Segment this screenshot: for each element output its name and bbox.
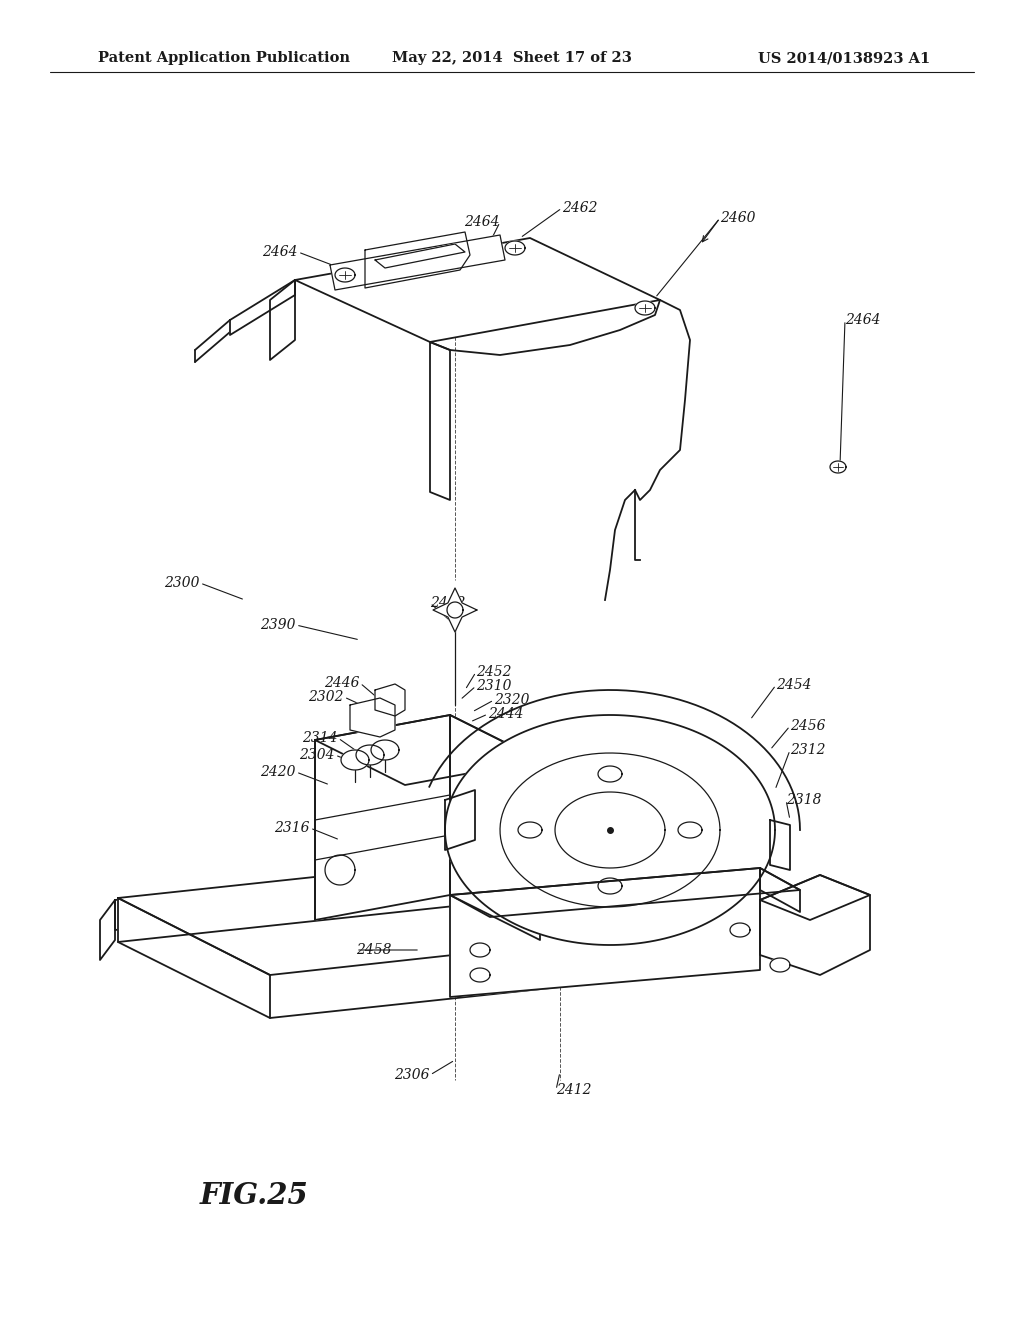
Text: 2312: 2312	[790, 743, 825, 756]
Polygon shape	[450, 869, 800, 917]
Text: 2464: 2464	[845, 313, 881, 327]
Text: 2462: 2462	[562, 201, 597, 215]
Polygon shape	[760, 875, 870, 920]
Text: 2316: 2316	[274, 821, 310, 836]
Text: 2460: 2460	[720, 211, 756, 224]
Polygon shape	[371, 741, 399, 760]
Text: US 2014/0138923 A1: US 2014/0138923 A1	[758, 51, 930, 65]
Text: 2458: 2458	[356, 942, 391, 957]
Text: 2318: 2318	[786, 793, 821, 807]
Polygon shape	[430, 342, 450, 500]
Text: 2302: 2302	[308, 690, 344, 704]
Text: FIG.25: FIG.25	[200, 1180, 309, 1209]
Polygon shape	[730, 923, 750, 937]
Polygon shape	[450, 869, 760, 997]
Polygon shape	[470, 968, 490, 982]
Text: May 22, 2014  Sheet 17 of 23: May 22, 2014 Sheet 17 of 23	[392, 51, 632, 65]
Polygon shape	[118, 898, 270, 1018]
Polygon shape	[356, 744, 384, 766]
Polygon shape	[760, 875, 870, 975]
Text: Patent Application Publication: Patent Application Publication	[98, 51, 350, 65]
Text: 2420: 2420	[260, 766, 296, 779]
Polygon shape	[375, 684, 406, 715]
Text: 2390: 2390	[260, 618, 296, 632]
Polygon shape	[505, 242, 525, 255]
Polygon shape	[315, 715, 450, 920]
Polygon shape	[270, 280, 295, 360]
Polygon shape	[445, 789, 475, 850]
Text: 2464: 2464	[465, 215, 500, 228]
Polygon shape	[335, 268, 355, 282]
Polygon shape	[341, 750, 369, 770]
Polygon shape	[830, 461, 846, 473]
Polygon shape	[118, 851, 700, 975]
Text: 2456: 2456	[790, 719, 825, 733]
Polygon shape	[770, 958, 790, 972]
Polygon shape	[295, 238, 660, 342]
Text: 2306: 2306	[394, 1068, 430, 1082]
Text: 2402: 2402	[430, 597, 466, 610]
Polygon shape	[635, 301, 655, 315]
Polygon shape	[470, 942, 490, 957]
Polygon shape	[445, 715, 775, 945]
Polygon shape	[433, 587, 477, 632]
Text: 2310: 2310	[476, 678, 512, 693]
Polygon shape	[365, 232, 470, 288]
Text: 2464: 2464	[262, 246, 298, 259]
Polygon shape	[115, 855, 700, 960]
Text: 2300: 2300	[165, 576, 200, 590]
Polygon shape	[555, 792, 665, 869]
Text: 2320: 2320	[494, 693, 529, 708]
Polygon shape	[375, 244, 465, 268]
Polygon shape	[350, 698, 395, 737]
Polygon shape	[450, 715, 540, 940]
Text: 2454: 2454	[776, 678, 811, 692]
Polygon shape	[330, 235, 505, 290]
Text: 2444: 2444	[488, 708, 523, 721]
Text: 2446: 2446	[325, 676, 360, 690]
Text: 2452: 2452	[476, 665, 512, 678]
Polygon shape	[230, 280, 295, 335]
Text: 2412: 2412	[556, 1082, 592, 1097]
Polygon shape	[548, 851, 700, 972]
Polygon shape	[760, 869, 800, 912]
Text: 2314: 2314	[302, 731, 338, 744]
Polygon shape	[315, 715, 540, 785]
Polygon shape	[770, 820, 790, 870]
Text: 2304: 2304	[299, 748, 335, 762]
Polygon shape	[100, 900, 115, 960]
